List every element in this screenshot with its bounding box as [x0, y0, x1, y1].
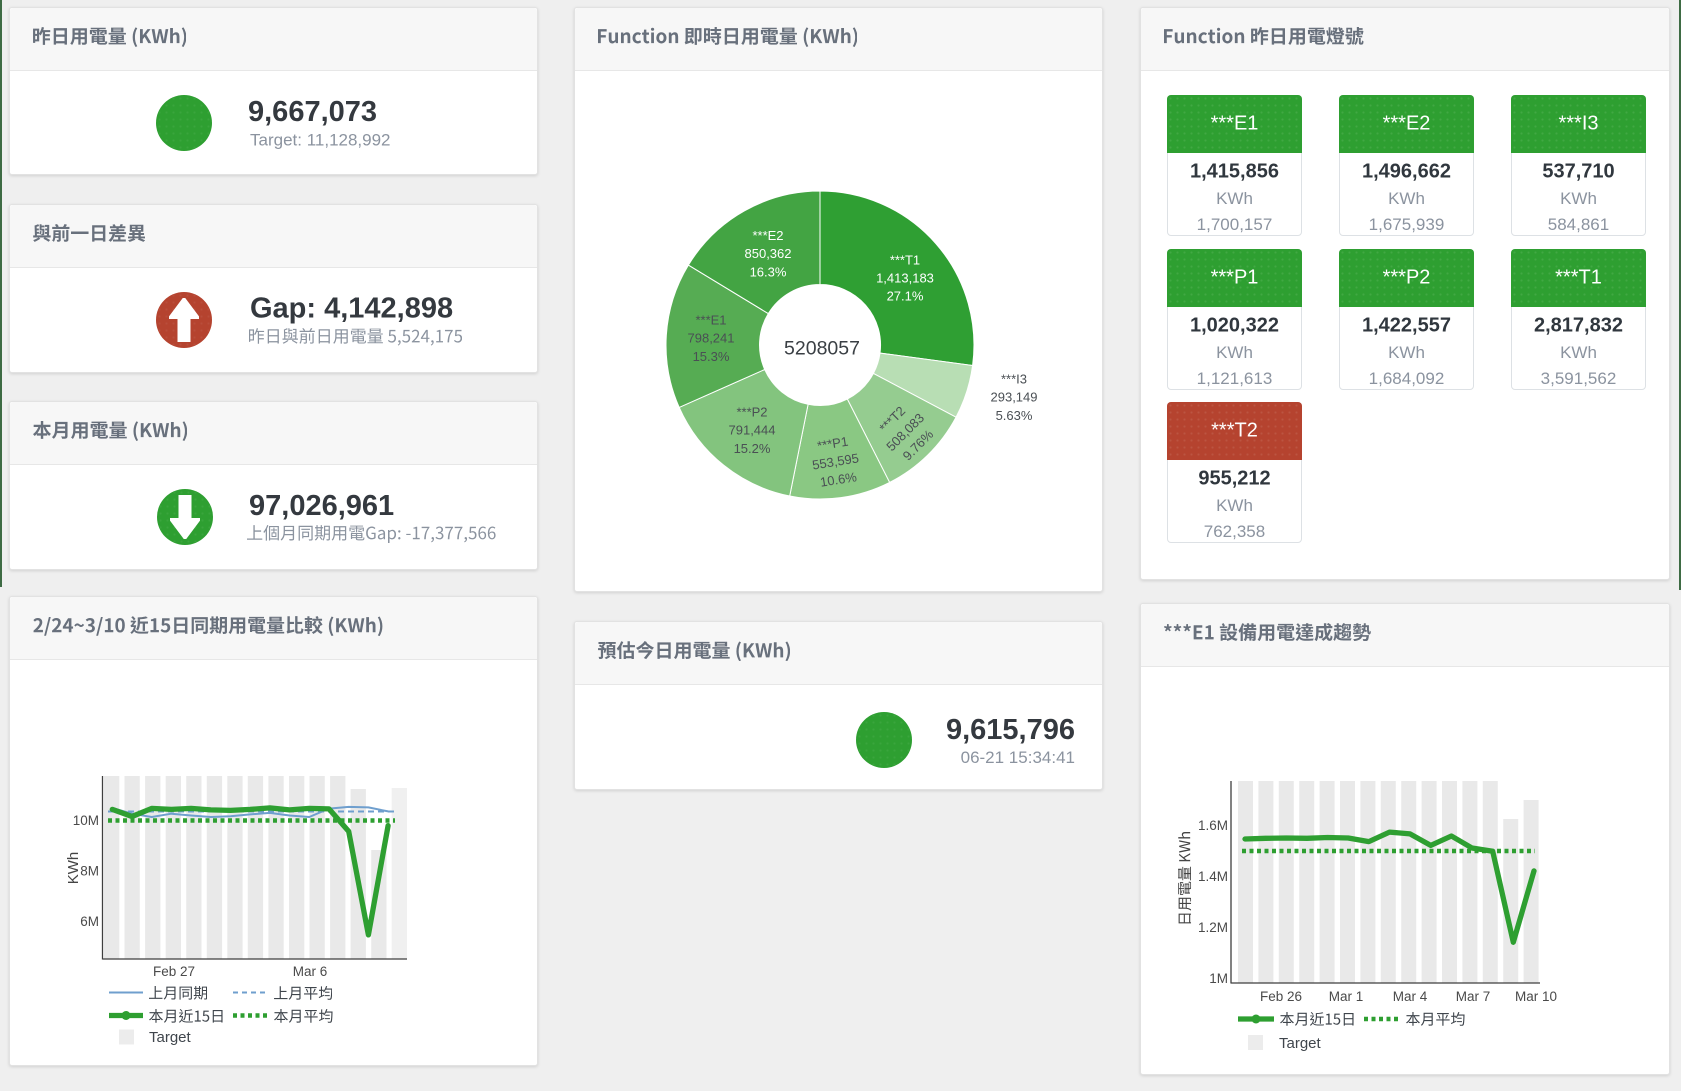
- svg-text:15.3%: 15.3%: [693, 349, 730, 364]
- svg-text:***E2: ***E2: [752, 228, 783, 243]
- svg-text:1,684,092: 1,684,092: [1369, 369, 1445, 388]
- svg-text:***P1: ***P1: [1211, 267, 1259, 289]
- svg-text:850,362: 850,362: [745, 246, 792, 261]
- svg-text:9,615,796: 9,615,796: [946, 714, 1075, 746]
- svg-text:1,496,662: 1,496,662: [1362, 161, 1451, 183]
- svg-text:Target: Target: [149, 1029, 192, 1046]
- svg-text:***P2: ***P2: [736, 405, 767, 420]
- svg-text:584,861: 584,861: [1548, 215, 1609, 234]
- svg-text:791,444: 791,444: [729, 423, 776, 438]
- svg-text:KWh: KWh: [1560, 189, 1597, 208]
- svg-text:***T1: ***T1: [1555, 267, 1602, 289]
- svg-text:KWh: KWh: [65, 852, 82, 885]
- svg-text:10M: 10M: [73, 813, 99, 828]
- svg-text:***T1: ***T1: [890, 252, 920, 267]
- svg-text:***I3: ***I3: [1558, 113, 1598, 135]
- svg-text:5.63%: 5.63%: [996, 408, 1033, 423]
- svg-text:1.6M: 1.6M: [1198, 818, 1228, 833]
- svg-text:***P2: ***P2: [1383, 267, 1431, 289]
- svg-text:Gap: 4,142,898: Gap: 4,142,898: [250, 293, 453, 325]
- svg-text:1,675,939: 1,675,939: [1369, 215, 1445, 234]
- svg-text:KWh: KWh: [1216, 496, 1253, 515]
- svg-text:KWh: KWh: [1560, 343, 1597, 362]
- svg-text:KWh: KWh: [1216, 343, 1253, 362]
- svg-text:Mar 10: Mar 10: [1515, 989, 1557, 1004]
- svg-text:10.6%: 10.6%: [819, 469, 858, 490]
- svg-text:Target: Target: [1279, 1035, 1322, 1052]
- svg-text:Target: 11,128,992: Target: 11,128,992: [250, 131, 391, 150]
- svg-text:KWh: KWh: [1388, 343, 1425, 362]
- svg-text:Feb 26: Feb 26: [1260, 989, 1302, 1004]
- svg-text:27.1%: 27.1%: [887, 289, 924, 304]
- svg-text:Mar 6: Mar 6: [293, 964, 328, 979]
- svg-text:3,591,562: 3,591,562: [1541, 369, 1617, 388]
- svg-text:97,026,961: 97,026,961: [249, 490, 394, 522]
- svg-text:762,358: 762,358: [1204, 522, 1265, 541]
- svg-text:6M: 6M: [80, 914, 99, 929]
- svg-text:8M: 8M: [80, 863, 99, 878]
- svg-text:553,595: 553,595: [811, 450, 860, 472]
- svg-text:***T2: ***T2: [1211, 420, 1258, 442]
- svg-text:06-21 15:34:41: 06-21 15:34:41: [961, 748, 1075, 767]
- svg-text:Feb 27: Feb 27: [153, 964, 195, 979]
- svg-text:293,149: 293,149: [991, 390, 1038, 405]
- svg-text:1,422,557: 1,422,557: [1362, 315, 1451, 337]
- svg-text:537,710: 537,710: [1542, 161, 1614, 183]
- svg-text:***P1: ***P1: [816, 434, 849, 454]
- svg-text:1,700,157: 1,700,157: [1197, 215, 1273, 234]
- svg-text:1,121,613: 1,121,613: [1197, 369, 1273, 388]
- svg-text:15.2%: 15.2%: [734, 441, 771, 456]
- svg-text:955,212: 955,212: [1198, 468, 1270, 490]
- svg-text:***E2: ***E2: [1383, 113, 1431, 135]
- svg-text:16.3%: 16.3%: [750, 264, 787, 279]
- svg-text:1,413,183: 1,413,183: [876, 271, 934, 286]
- svg-text:Mar 1: Mar 1: [1329, 989, 1364, 1004]
- svg-text:798,241: 798,241: [688, 331, 735, 346]
- svg-text:1,415,856: 1,415,856: [1190, 161, 1279, 183]
- svg-text:1.2M: 1.2M: [1198, 920, 1228, 935]
- svg-text:9,667,073: 9,667,073: [248, 96, 377, 128]
- svg-text:1M: 1M: [1209, 971, 1228, 986]
- svg-text:***I3: ***I3: [1001, 372, 1027, 387]
- svg-text:2,817,832: 2,817,832: [1534, 315, 1623, 337]
- svg-text:5208057: 5208057: [784, 338, 860, 360]
- svg-text:Mar 7: Mar 7: [1456, 989, 1491, 1004]
- svg-text:Mar 4: Mar 4: [1393, 989, 1428, 1004]
- svg-text:1,020,322: 1,020,322: [1190, 315, 1279, 337]
- svg-text:1.4M: 1.4M: [1198, 869, 1228, 884]
- svg-text:***E1: ***E1: [695, 312, 726, 327]
- svg-text:KWh: KWh: [1216, 189, 1253, 208]
- svg-text:KWh: KWh: [1388, 189, 1425, 208]
- svg-text:***E1: ***E1: [1211, 113, 1259, 135]
